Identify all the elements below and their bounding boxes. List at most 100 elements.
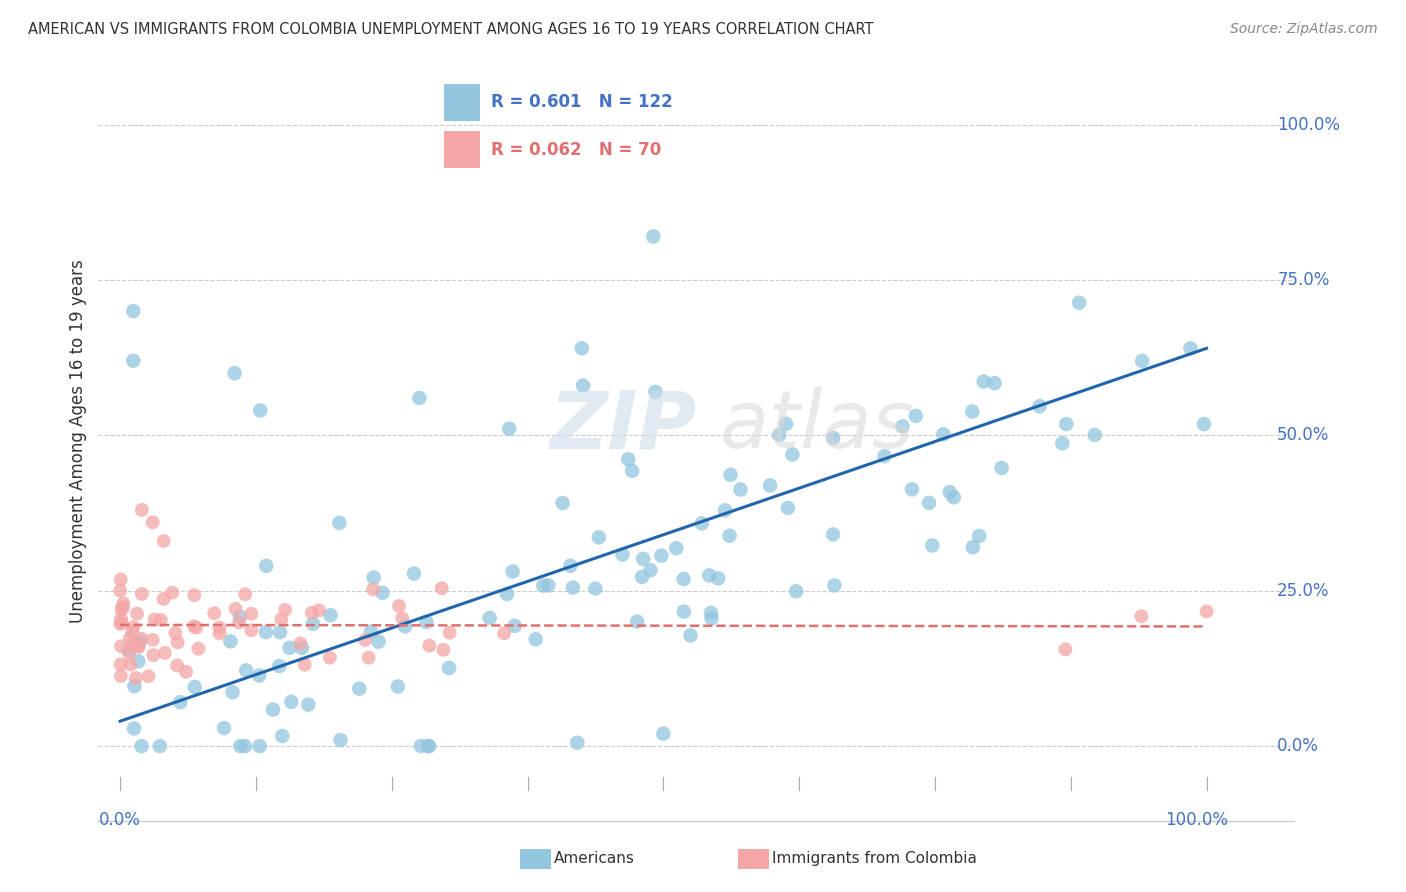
Point — [939, 485, 962, 500]
Point — [759, 478, 782, 492]
Point — [166, 635, 188, 649]
Point — [122, 620, 145, 634]
Point — [415, 615, 437, 629]
Point — [349, 681, 371, 696]
Point — [294, 657, 316, 672]
Point — [110, 602, 132, 616]
Point — [228, 615, 250, 630]
Text: Immigrants from Colombia: Immigrants from Colombia — [772, 852, 977, 866]
Point — [561, 581, 583, 595]
Point — [394, 619, 416, 633]
Point — [697, 568, 720, 582]
Point — [551, 496, 574, 510]
Point — [240, 607, 263, 621]
Point — [249, 739, 271, 753]
Point — [367, 634, 389, 648]
Point — [962, 404, 984, 418]
Point — [122, 353, 145, 368]
Point — [430, 581, 453, 595]
Point — [221, 685, 243, 699]
Point — [640, 563, 662, 577]
Point — [621, 464, 644, 478]
Point — [124, 679, 146, 693]
Point — [502, 565, 524, 579]
Text: 0.0%: 0.0% — [98, 812, 141, 830]
Point — [110, 669, 132, 683]
Point — [823, 578, 845, 592]
Point — [391, 611, 413, 625]
Point — [165, 626, 187, 640]
Point — [901, 483, 924, 497]
Point — [973, 375, 995, 389]
Point — [690, 516, 713, 531]
Point — [319, 650, 342, 665]
Point — [254, 625, 277, 640]
Point — [714, 503, 737, 517]
Point — [354, 632, 377, 647]
Point — [617, 452, 640, 467]
Point — [149, 739, 172, 753]
Point — [531, 578, 554, 592]
Point — [782, 448, 804, 462]
Point — [262, 703, 284, 717]
Point — [775, 417, 797, 431]
Text: 50.0%: 50.0% — [1277, 426, 1330, 444]
Point — [271, 729, 294, 743]
Bar — [444, 131, 479, 168]
Point — [187, 641, 209, 656]
Point — [297, 698, 319, 712]
Point — [418, 639, 440, 653]
Point — [418, 739, 440, 753]
Point — [631, 570, 654, 584]
Point — [631, 552, 654, 566]
Point — [567, 736, 589, 750]
Point — [183, 588, 205, 602]
Text: 100.0%: 100.0% — [1277, 116, 1340, 134]
Point — [229, 610, 252, 624]
Point — [402, 566, 425, 581]
Point — [112, 596, 135, 610]
Point — [650, 549, 672, 563]
Point — [202, 606, 225, 620]
Point — [821, 431, 844, 445]
Point — [278, 640, 301, 655]
Point — [269, 659, 291, 673]
Text: Source: ZipAtlas.com: Source: ZipAtlas.com — [1230, 22, 1378, 37]
Point — [679, 628, 702, 642]
Point — [904, 409, 927, 423]
Point — [110, 657, 132, 672]
Point — [821, 527, 844, 541]
Point — [131, 503, 153, 517]
Point — [224, 366, 246, 380]
Point — [921, 539, 943, 553]
Point — [967, 529, 990, 543]
Point — [588, 530, 610, 544]
Text: 75.0%: 75.0% — [1277, 271, 1330, 289]
Point — [319, 608, 342, 623]
Point — [269, 625, 291, 640]
Point — [118, 632, 141, 646]
Point — [357, 650, 380, 665]
Point — [110, 616, 132, 631]
Point — [1028, 399, 1050, 413]
Point — [149, 613, 172, 627]
Text: 25.0%: 25.0% — [1277, 582, 1330, 599]
Point — [707, 571, 730, 585]
Text: R = 0.062   N = 70: R = 0.062 N = 70 — [491, 141, 661, 159]
Point — [308, 603, 330, 617]
Point — [127, 654, 149, 668]
Text: R = 0.601   N = 122: R = 0.601 N = 122 — [491, 94, 672, 112]
Point — [208, 626, 231, 640]
Point — [166, 658, 188, 673]
Point — [1054, 642, 1077, 657]
Point — [208, 621, 231, 635]
Point — [891, 419, 914, 434]
Point — [142, 516, 165, 530]
Point — [142, 648, 165, 662]
Point — [718, 529, 741, 543]
Point — [110, 573, 132, 587]
Point — [1130, 354, 1153, 368]
Text: atlas: atlas — [720, 387, 915, 466]
Point — [249, 403, 271, 417]
Point — [174, 665, 197, 679]
